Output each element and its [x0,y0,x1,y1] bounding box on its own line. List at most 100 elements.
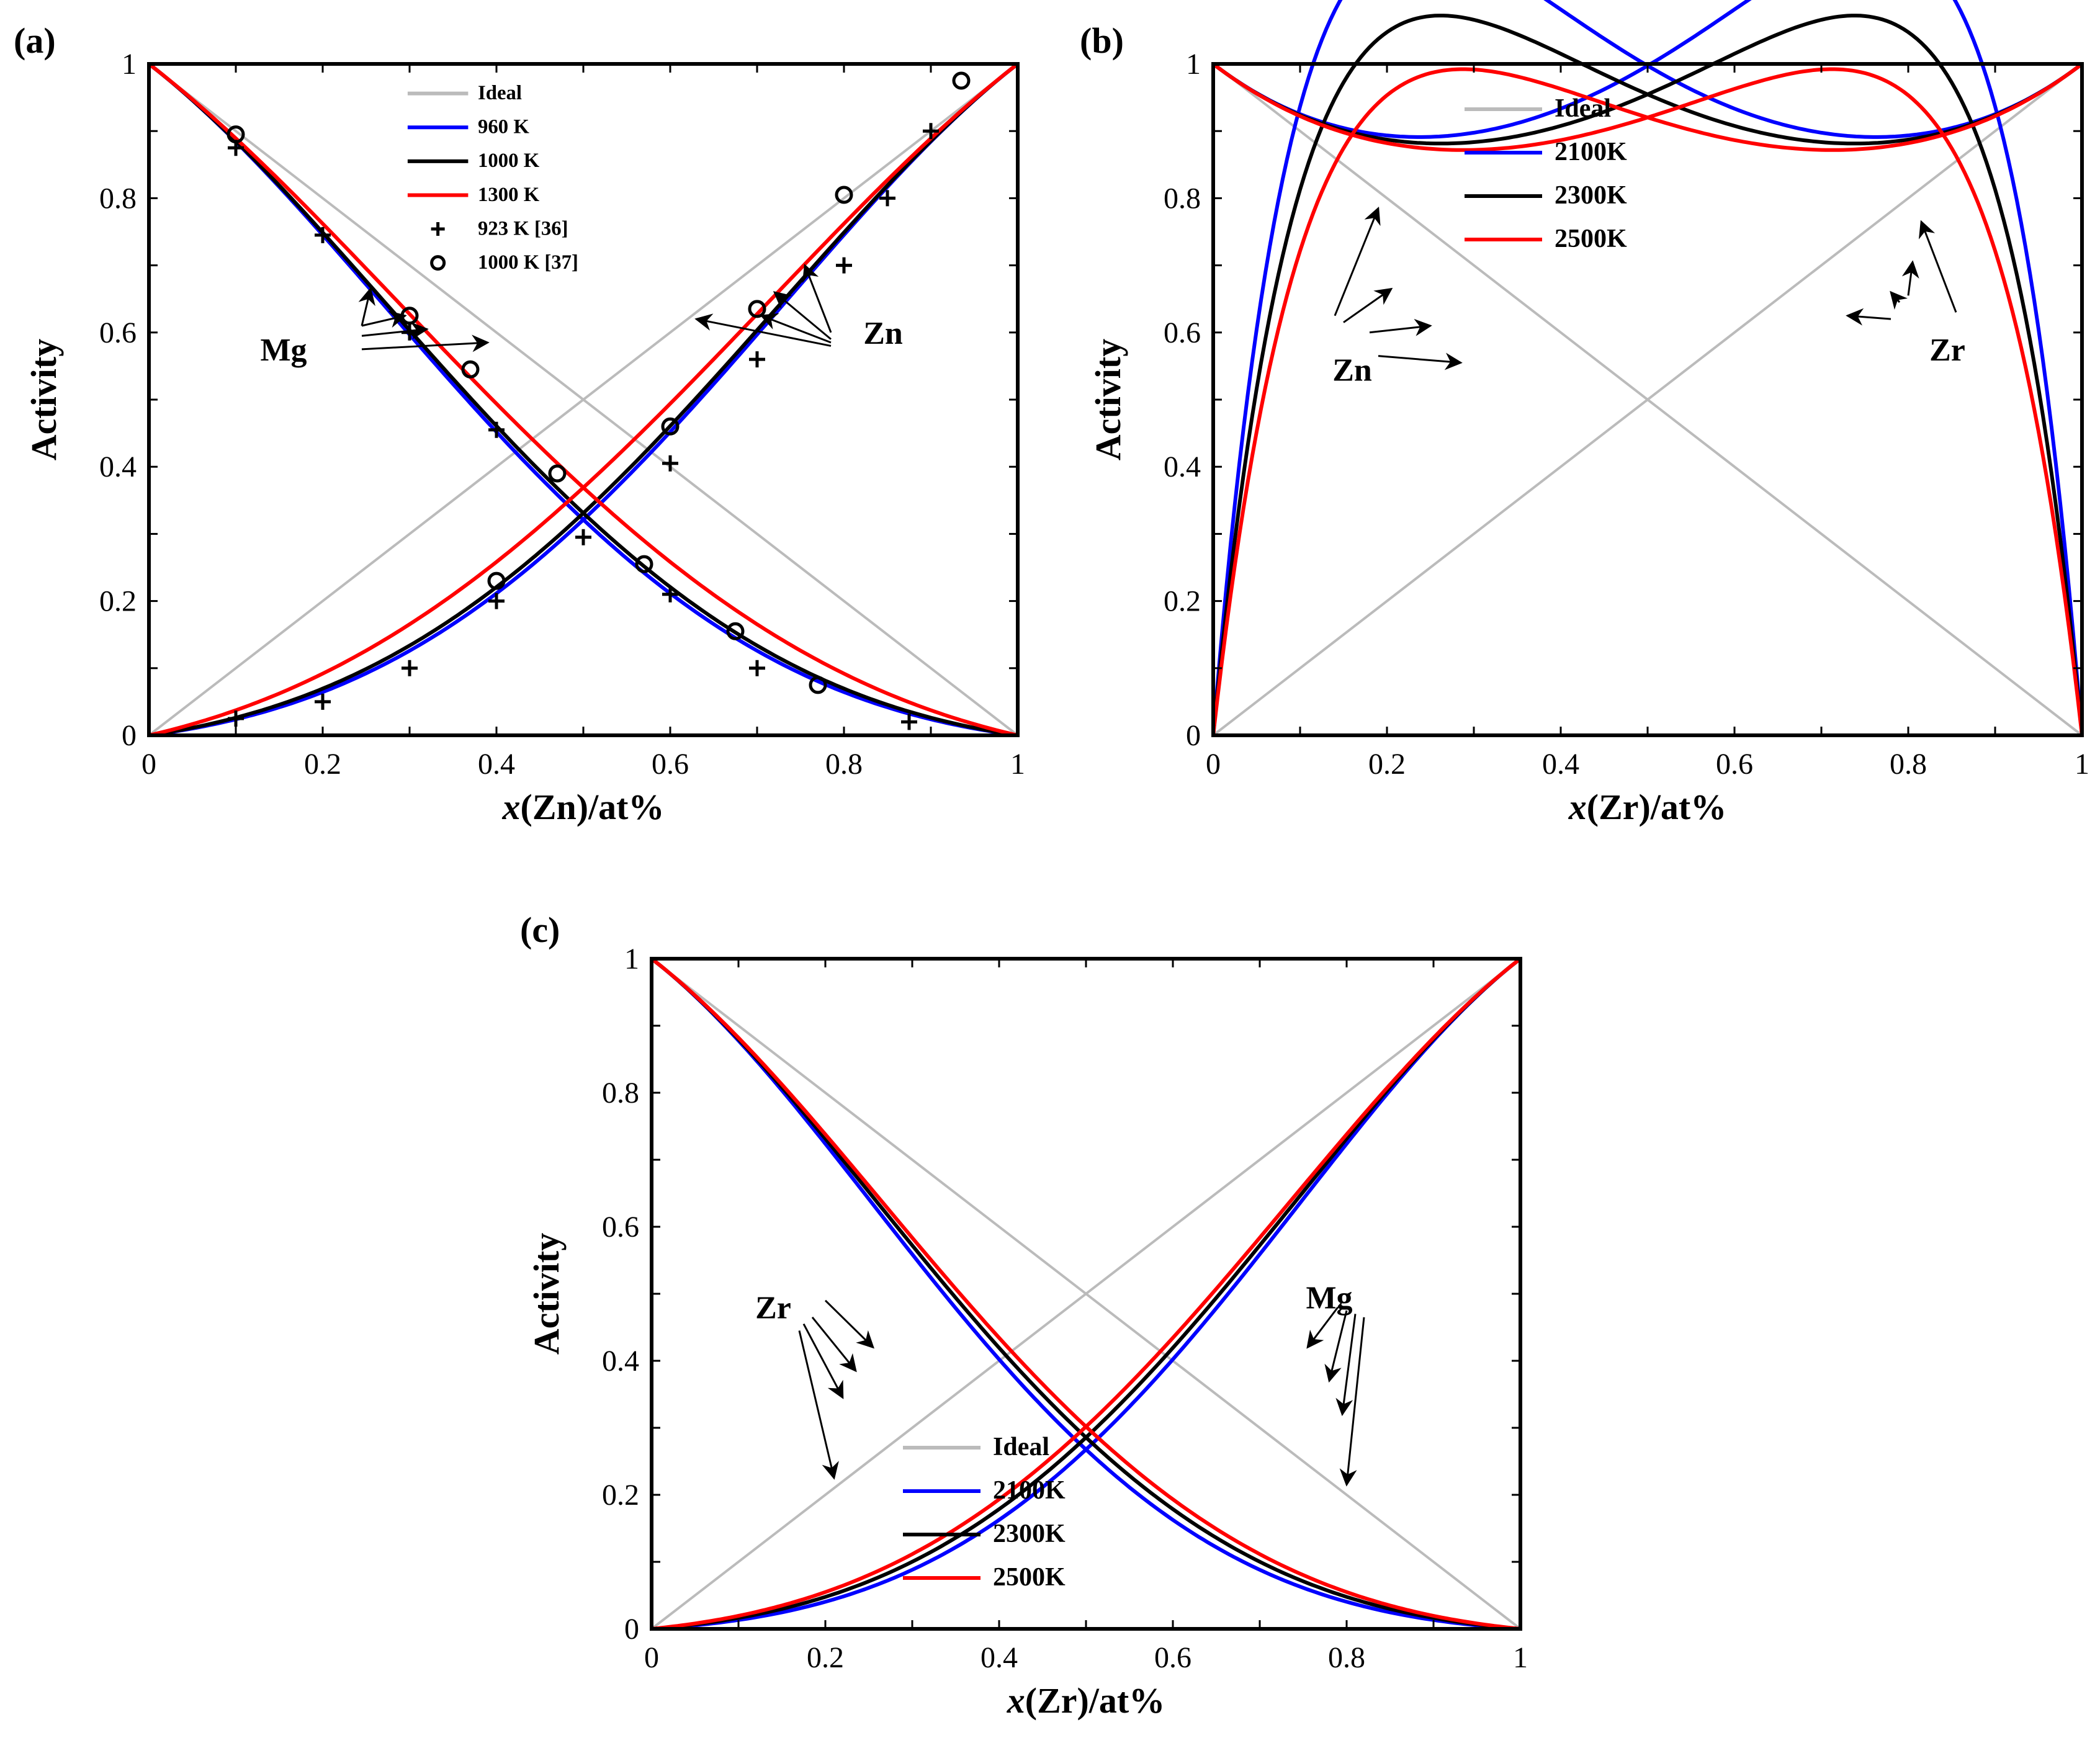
annotation-arrow [1343,287,1393,323]
data-point-circle [487,571,506,590]
data-point-plus [402,660,418,676]
series-line-2300k-falling [1212,14,2084,736]
x-tick-label: 0.8 [1328,1641,1365,1674]
data-point-plus [923,123,939,140]
y-tick-label: 0.4 [99,450,137,483]
panel-label: (b) [1080,20,1124,61]
y-tick-label: 0.4 [1164,450,1201,483]
annotation-arrow [694,313,832,347]
data-point-plus [315,226,331,243]
data-point-plus [488,421,505,438]
annotation-label: Zn [1332,352,1372,388]
y-axis-title: Activity [1088,339,1128,461]
y-tick-label: 0 [624,1613,639,1646]
ideal-line-falling [1212,63,2083,737]
series-line-1300k-falling [148,62,1018,737]
x-axis-title-variable: x [502,787,521,827]
data-point-plus [228,710,244,727]
y-tick-label: 0.2 [602,1479,639,1512]
data-point-plus [749,351,765,368]
ideal-line-falling [148,63,1019,737]
y-tick-label: 0.8 [99,182,137,215]
annotation-label: Mg [260,333,307,368]
data-point-plus [749,660,765,676]
data-point-plus [662,586,678,603]
data-point-circle [661,417,680,436]
y-tick-label: 0.8 [602,1077,639,1109]
data-point-plus [315,693,331,710]
annotation-arrow [1339,1317,1365,1487]
series-line-2100k-falling [650,957,1521,1631]
data-point-plus [662,455,678,472]
x-tick-label: 0.2 [807,1641,844,1674]
x-tick-label: 1 [2075,748,2089,781]
annotation-arrow [1901,260,1919,296]
legend-label: 960 K [478,116,529,138]
annotation-label: Zn [863,316,903,351]
data-point-circle [548,464,567,483]
annotation-arrow [1335,1314,1357,1417]
y-tick-label: 1 [624,943,639,975]
annotation-arrow [1846,308,1891,326]
x-axis-title-rest: (Zr)/at% [1025,1680,1165,1721]
y-axis-title: Activity [526,1233,567,1355]
legend-label: 2100K [993,1476,1066,1505]
annotation-arrow [824,1299,874,1349]
x-axis-title: x(Zn)/at% [502,787,665,827]
annotation-label: Mg [1306,1280,1352,1315]
legend-label: 2300K [993,1520,1066,1548]
x-tick-label: 0 [1206,748,1221,781]
data-point-circle [835,186,853,204]
y-axis-title: Activity [24,339,64,461]
annotation-arrow [1918,220,1957,313]
annotation-label: Zr [755,1291,791,1326]
legend-swatch-circle [430,255,446,271]
y-tick-label: 1 [1186,48,1201,81]
x-tick-label: 0 [644,1641,659,1674]
x-tick-label: 0.6 [652,748,689,781]
data-point-circle [461,360,480,379]
legend-label: 1300 K [478,184,540,206]
ideal-line-falling [650,957,1522,1630]
y-tick-label: 0 [1186,719,1201,752]
x-tick-label: 0.8 [1890,748,1927,781]
annotation-arrow [773,291,832,340]
x-axis-title-rest: (Zr)/at% [1587,787,1727,827]
data-point-circle [809,676,827,694]
data-point-circle [726,622,745,640]
annotation-arrow [802,263,832,333]
legend-label: Ideal [478,82,522,104]
legend-label: 1000 K [37] [478,251,578,274]
data-point-circle [635,555,653,573]
annotation-arrow [802,1323,844,1399]
y-tick-label: 0.2 [99,585,137,618]
data-point-circle [748,300,766,318]
data-point-plus [836,257,852,274]
chart-panel-c: 0 0.2 0.4 0.6 0.8 1 0 0.2 0.4 0.6 0.8 1 x(Zr)/at% Act… [520,910,1528,1721]
data-point-circle [952,71,971,90]
data-point-plus [575,529,591,545]
annotation-arrow [1334,207,1381,316]
y-tick-label: 1 [122,48,137,81]
legend-label: 1000 K [478,150,540,172]
chart-panel-b: 0 0.2 0.4 0.6 0.8 1 0 0.2 0.4 0.6 0.8 1 x(Zr)/at% Act… [1080,0,2089,827]
y-tick-label: 0.6 [602,1211,639,1244]
annotation-arrow [1378,352,1463,370]
x-tick-label: 1 [1010,748,1025,781]
legend-label: Ideal [1555,94,1611,123]
annotation-arrow [361,310,407,328]
legend-label: 2100K [1555,138,1627,166]
x-tick-label: 0 [141,748,156,781]
x-tick-label: 0.4 [980,1641,1018,1674]
x-tick-label: 1 [1513,1641,1528,1674]
annotation-arrow [1324,1310,1348,1383]
x-tick-label: 0.4 [1542,748,1579,781]
x-tick-label: 0.2 [304,748,341,781]
annotation-arrow [358,287,375,326]
legend-label: 2500K [993,1563,1066,1592]
annotation-arrow [811,1316,857,1373]
panel-label: (a) [14,20,56,61]
x-tick-label: 0.6 [1154,1641,1191,1674]
y-tick-label: 0.2 [1164,585,1201,618]
